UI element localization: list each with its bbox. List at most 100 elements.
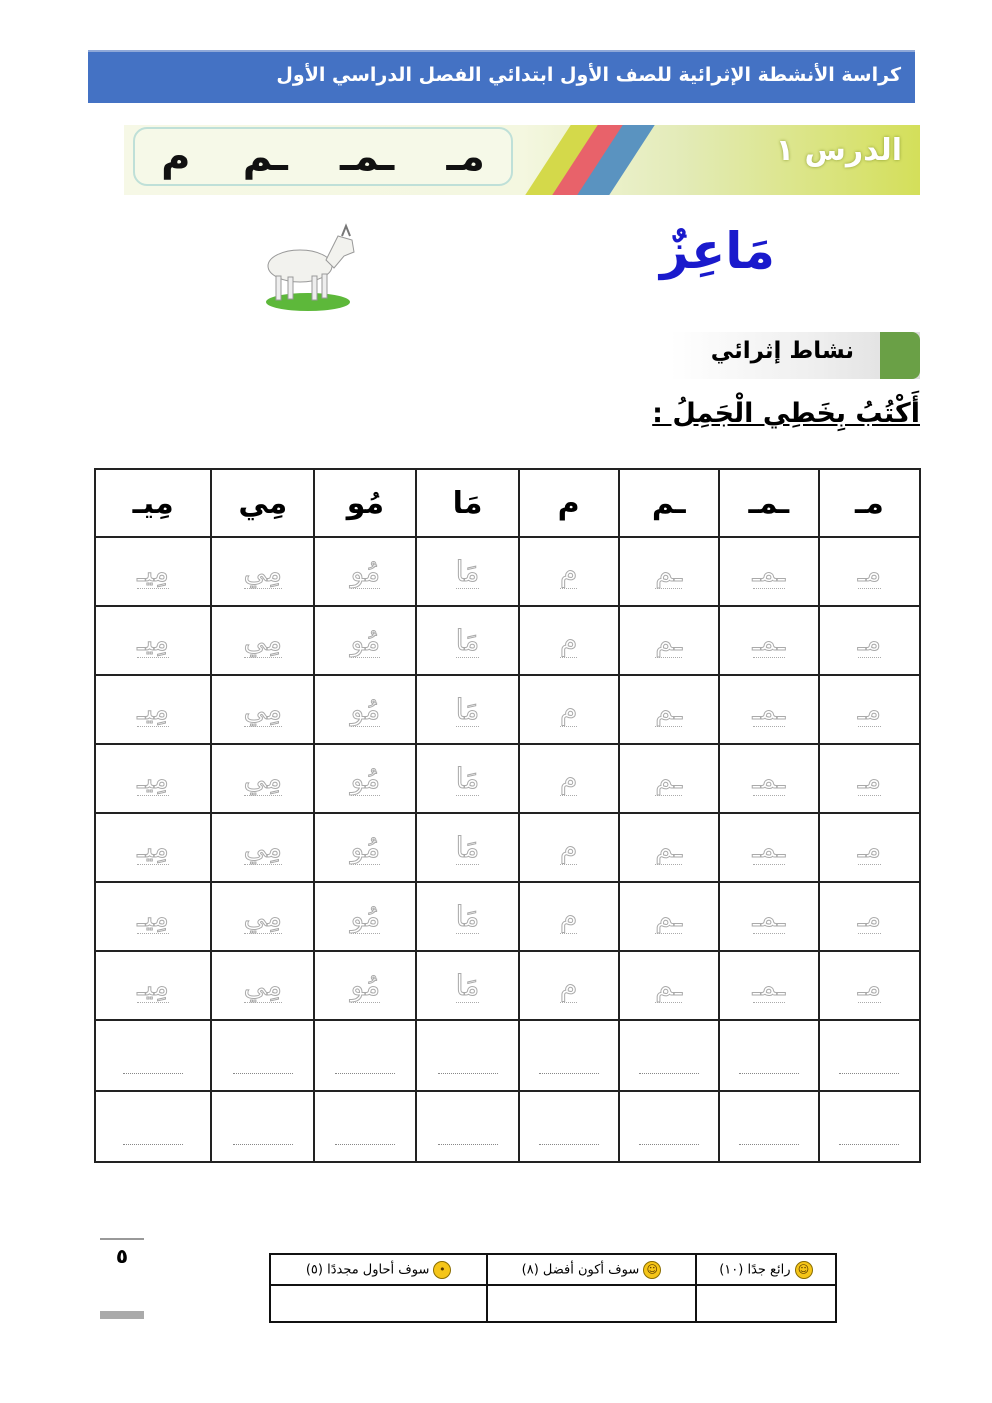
dotted-line [335, 1073, 396, 1074]
tracing-letter: م [559, 969, 578, 1003]
tracing-cell[interactable]: ـمـ [717, 881, 820, 952]
activity-tab [880, 332, 920, 379]
writing-cell[interactable] [817, 1090, 922, 1163]
rating-checkbox-cell[interactable] [694, 1284, 838, 1323]
tracing-letter: م [559, 555, 578, 589]
tracing-cell[interactable]: مَا [415, 950, 520, 1021]
tracing-cell[interactable]: مِيـ [93, 674, 213, 745]
tracing-cell[interactable]: مِي [210, 950, 316, 1021]
writing-cell[interactable] [717, 1019, 820, 1092]
tracing-cell[interactable]: مـ [817, 605, 922, 676]
tracing-cell[interactable]: مـ [817, 743, 922, 814]
tracing-cell[interactable]: مِيـ [93, 950, 213, 1021]
tracing-cell[interactable]: مِي [210, 812, 316, 883]
writing-row [93, 1090, 922, 1163]
tracing-cell[interactable]: مُو [313, 812, 418, 883]
tracing-cell[interactable]: ـم [617, 605, 720, 676]
writing-cell[interactable] [617, 1090, 720, 1163]
tracing-letter: م [559, 693, 578, 727]
tracing-cell[interactable]: ـمـ [717, 743, 820, 814]
writing-cell[interactable] [93, 1090, 213, 1163]
tracing-cell[interactable]: مَا [415, 812, 520, 883]
tracing-cell[interactable]: ـمـ [717, 536, 820, 607]
tracing-cell[interactable]: مِي [210, 881, 316, 952]
tracing-cell[interactable]: ـم [617, 674, 720, 745]
tracing-cell[interactable]: مِيـ [93, 743, 213, 814]
writing-cell[interactable] [313, 1019, 418, 1092]
tracing-cell[interactable]: مُو [313, 950, 418, 1021]
writing-cell[interactable] [517, 1090, 620, 1163]
tracing-letter: مَا [455, 831, 480, 865]
tracing-cell[interactable]: مَا [415, 674, 520, 745]
tracing-cell[interactable]: مـ [817, 881, 922, 952]
tracing-cell[interactable]: م [517, 743, 620, 814]
tracing-cell[interactable]: مَا [415, 743, 520, 814]
tracing-cell[interactable]: ـم [617, 881, 720, 952]
tracing-letter: مِي [243, 831, 282, 865]
tracing-cell[interactable]: ـم [617, 536, 720, 607]
tracing-cell[interactable]: مُو [313, 743, 418, 814]
tracing-cell[interactable]: ـمـ [717, 605, 820, 676]
writing-cell[interactable] [210, 1090, 316, 1163]
tracing-cell[interactable]: ـم [617, 743, 720, 814]
header-cell: مُو [313, 468, 418, 538]
tracing-cell[interactable]: مِي [210, 674, 316, 745]
instruction-text: أَكْتُبُ بِخَطِي الْجَمِلُ : [652, 398, 920, 429]
tracing-cell[interactable]: ـمـ [717, 950, 820, 1021]
tracing-cell[interactable]: مـ [817, 812, 922, 883]
rating-option: •سوف أحاول مجددًا (٥) [268, 1253, 489, 1286]
tracing-letter: مَا [455, 693, 480, 727]
tracing-cell[interactable]: مِي [210, 536, 316, 607]
tracing-cell[interactable]: م [517, 812, 620, 883]
writing-cell[interactable] [93, 1019, 213, 1092]
tracing-cell[interactable]: مـ [817, 674, 922, 745]
tracing-cell[interactable]: م [517, 674, 620, 745]
tracing-cell[interactable]: مُو [313, 605, 418, 676]
tracing-row: مـ ـمـ ـم م مَا مُو مِي مِيـ [93, 743, 922, 814]
tracing-letter: مِيـ [137, 762, 169, 796]
tracing-cell[interactable]: مَا [415, 881, 520, 952]
writing-cell[interactable] [517, 1019, 620, 1092]
tracing-cell[interactable]: مَا [415, 605, 520, 676]
tracing-letter: مِيـ [137, 624, 169, 658]
tracing-cell[interactable]: ـم [617, 812, 720, 883]
tracing-cell[interactable]: ـم [617, 950, 720, 1021]
tracing-cell[interactable]: ـمـ [717, 812, 820, 883]
tracing-cell[interactable]: مِيـ [93, 536, 213, 607]
tracing-cell[interactable]: ـمـ [717, 674, 820, 745]
dotted-line [738, 1073, 799, 1074]
dotted-line [232, 1144, 293, 1145]
tracing-cell[interactable]: مِيـ [93, 812, 213, 883]
tracing-letter: ـم [655, 831, 683, 865]
tracing-letter: ـم [655, 762, 683, 796]
writing-cell[interactable] [617, 1019, 720, 1092]
tracing-cell[interactable]: م [517, 605, 620, 676]
writing-cell[interactable] [415, 1090, 520, 1163]
tracing-cell[interactable]: مِي [210, 605, 316, 676]
tracing-cell[interactable]: مُو [313, 536, 418, 607]
tracing-row: مـ ـمـ ـم م مَا مُو مِي مِيـ [93, 881, 922, 952]
tracing-cell[interactable]: م [517, 881, 620, 952]
writing-cell[interactable] [717, 1090, 820, 1163]
tracing-cell[interactable]: مـ [817, 536, 922, 607]
writing-cell[interactable] [415, 1019, 520, 1092]
rating-checkbox-cell[interactable] [268, 1284, 489, 1323]
tracing-cell[interactable]: م [517, 950, 620, 1021]
writing-cell[interactable] [817, 1019, 922, 1092]
tracing-cell[interactable]: مُو [313, 881, 418, 952]
letter-forms-box: مـ ـمـ ـم م [133, 127, 513, 186]
writing-cell[interactable] [210, 1019, 316, 1092]
tracing-letter: مِي [243, 555, 282, 589]
tracing-cell[interactable]: مِي [210, 743, 316, 814]
tracing-cell[interactable]: مِيـ [93, 605, 213, 676]
writing-cell[interactable] [313, 1090, 418, 1163]
neutral-face-icon: • [433, 1260, 452, 1279]
tracing-cell[interactable]: مِيـ [93, 881, 213, 952]
tracing-cell[interactable]: مـ [817, 950, 922, 1021]
tracing-letter: مـ [857, 762, 882, 796]
tracing-cell[interactable]: مَا [415, 536, 520, 607]
rating-checkbox-cell[interactable] [486, 1284, 697, 1323]
tracing-cell[interactable]: م [517, 536, 620, 607]
tracing-cell[interactable]: مُو [313, 674, 418, 745]
rating-label: سوف أكون أفضل (٨) [521, 1262, 640, 1277]
